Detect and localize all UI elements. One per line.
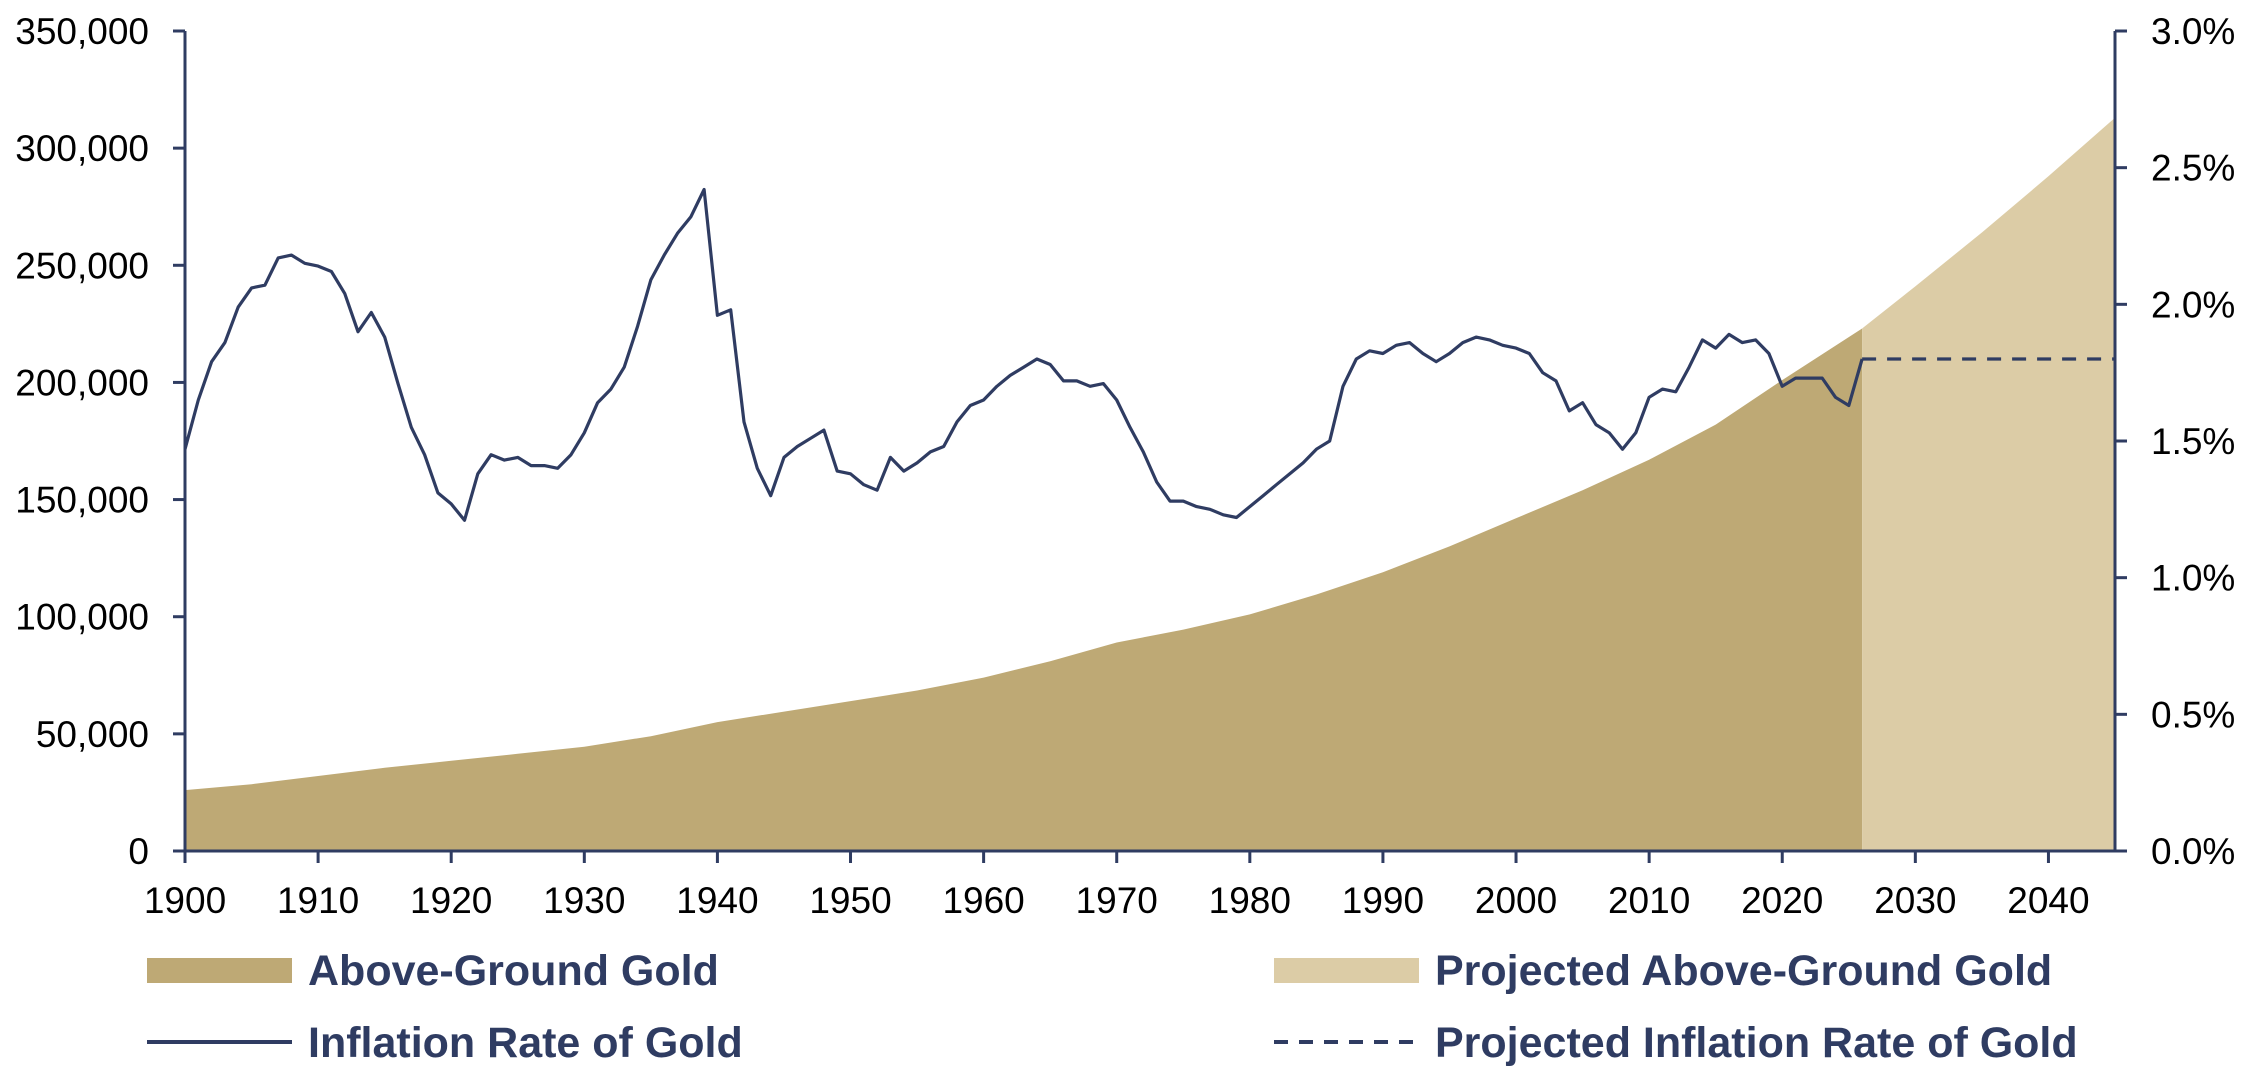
- x-tick-label: 2040: [2007, 880, 2089, 921]
- y-left-tick-label: 250,000: [15, 245, 149, 286]
- legend-label-3: Projected Inflation Rate of Gold: [1435, 1019, 2078, 1067]
- y-right-tick-label: 1.0%: [2151, 558, 2235, 599]
- legend-label-0: Above-Ground Gold: [308, 947, 719, 995]
- x-tick-label: 2010: [1608, 880, 1690, 921]
- axis-layer: 0 50,000 100,000 150,000 200,000 250,000 300,0…: [15, 11, 2235, 921]
- x-tick-label: 2000: [1475, 880, 1557, 921]
- y-right-tick-label: 0.5%: [2151, 694, 2235, 735]
- y-left-tick-label: 0: [128, 831, 149, 872]
- y-left-tick-label: 350,000: [15, 11, 149, 52]
- x-tick-label: 1990: [1342, 880, 1424, 921]
- y-left-tick-label: 50,000: [36, 714, 149, 755]
- y-right-tick-label: 1.5%: [2151, 421, 2235, 462]
- x-tick-label: 1970: [1076, 880, 1158, 921]
- series-line-2: [183, 187, 1864, 522]
- line-layer: [183, 187, 2115, 522]
- x-tick-label: 1980: [1209, 880, 1291, 921]
- legend-label-1: Projected Above-Ground Gold: [1435, 947, 2052, 995]
- x-tick-label: 1910: [277, 880, 359, 921]
- x-tick-label: 1950: [809, 880, 891, 921]
- legend-label-2: Inflation Rate of Gold: [308, 1019, 743, 1067]
- x-tick-label: 2030: [1874, 880, 1956, 921]
- y-right-tick-label: 3.0%: [2151, 11, 2235, 52]
- area-layer: [185, 117, 2115, 851]
- y-right-tick-label: 2.5%: [2151, 148, 2235, 189]
- legend-swatch-0: [147, 958, 292, 983]
- legend: Above-Ground Gold Projected Above-Ground …: [147, 947, 2078, 1067]
- x-tick-label: 1900: [144, 880, 226, 921]
- series-area-1: [1862, 117, 2115, 851]
- x-tick-label: 1920: [410, 880, 492, 921]
- x-tick-label: 2020: [1741, 880, 1823, 921]
- legend-swatch-1: [1274, 958, 1419, 983]
- y-left-tick-label: 200,000: [15, 362, 149, 403]
- y-left-tick-label: 300,000: [15, 128, 149, 169]
- x-tick-label: 1930: [543, 880, 625, 921]
- y-left-tick-label: 100,000: [15, 597, 149, 638]
- y-left-tick-label: 150,000: [15, 480, 149, 521]
- series-area-0: [185, 328, 1863, 851]
- x-tick-label: 1960: [942, 880, 1024, 921]
- y-right-tick-label: 2.0%: [2151, 284, 2235, 325]
- x-tick-label: 1940: [676, 880, 758, 921]
- y-right-tick-label: 0.0%: [2151, 831, 2235, 872]
